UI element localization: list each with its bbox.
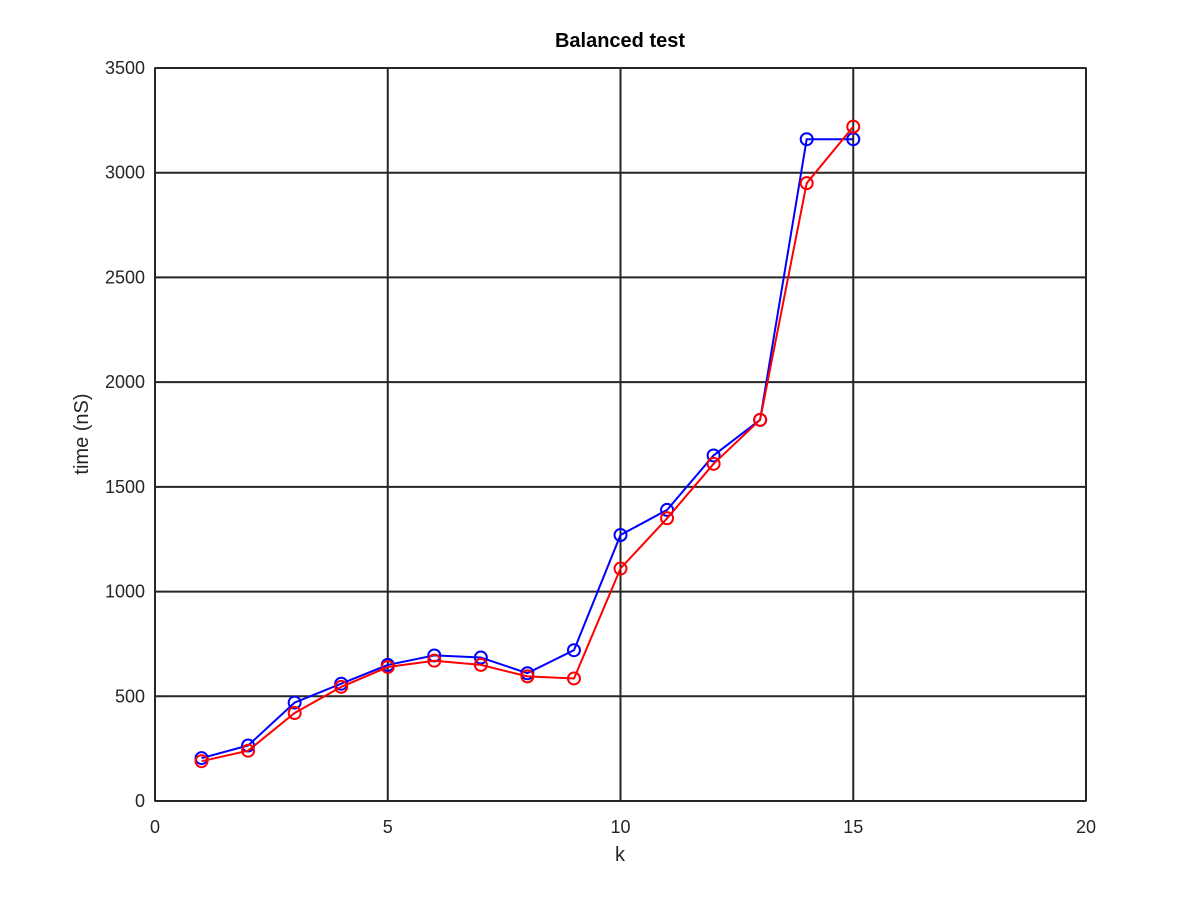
series-2-point xyxy=(287,706,302,721)
y-tick-label: 3000 xyxy=(105,163,145,183)
series-2 xyxy=(194,119,861,769)
series-layer xyxy=(194,119,861,769)
y-tick-label: 500 xyxy=(115,686,145,706)
x-tick-label: 20 xyxy=(1076,817,1096,837)
series-1-point xyxy=(566,643,581,658)
x-tick-label: 10 xyxy=(610,817,630,837)
series-2-line xyxy=(201,125,855,763)
y-tick-label: 0 xyxy=(135,791,145,811)
series-2-point xyxy=(566,671,581,686)
series-2-point xyxy=(846,119,861,134)
series-2-point xyxy=(660,511,675,526)
series-2-point xyxy=(613,561,628,576)
x-tick-label: 15 xyxy=(843,817,863,837)
series-2-point xyxy=(473,657,488,672)
series-1-point xyxy=(706,448,721,463)
series-2-point xyxy=(706,456,721,471)
series-2-point xyxy=(799,176,814,191)
series-2-point xyxy=(380,659,395,674)
series-1-point xyxy=(799,132,814,147)
series-2-point xyxy=(241,743,256,758)
series-2-point xyxy=(334,679,349,694)
x-tick-label: 5 xyxy=(383,817,393,837)
chart-title: Balanced test xyxy=(555,30,685,52)
x-tick-label: 0 xyxy=(150,817,160,837)
y-tick-label: 1000 xyxy=(105,582,145,602)
series-1-line xyxy=(201,138,854,760)
series-2-point xyxy=(427,653,442,668)
y-tick-label: 2000 xyxy=(105,372,145,392)
y-tick-label: 3500 xyxy=(105,58,145,78)
series-1-point xyxy=(473,650,488,665)
y-tick-label: 2500 xyxy=(105,267,145,287)
tick-labels: 0 5 10 15 20 0 500 1000 1500 2000 2500 3000 3500 xyxy=(105,58,1096,837)
series-2-point xyxy=(753,412,768,427)
y-tick-label: 1500 xyxy=(105,477,145,497)
series-2-point xyxy=(520,669,535,684)
series-1-point xyxy=(287,695,302,710)
series-1-point xyxy=(613,528,628,543)
series-2-point xyxy=(194,754,209,769)
y-axis-label: time (nS) xyxy=(71,393,93,474)
x-axis-label: k xyxy=(615,844,626,866)
